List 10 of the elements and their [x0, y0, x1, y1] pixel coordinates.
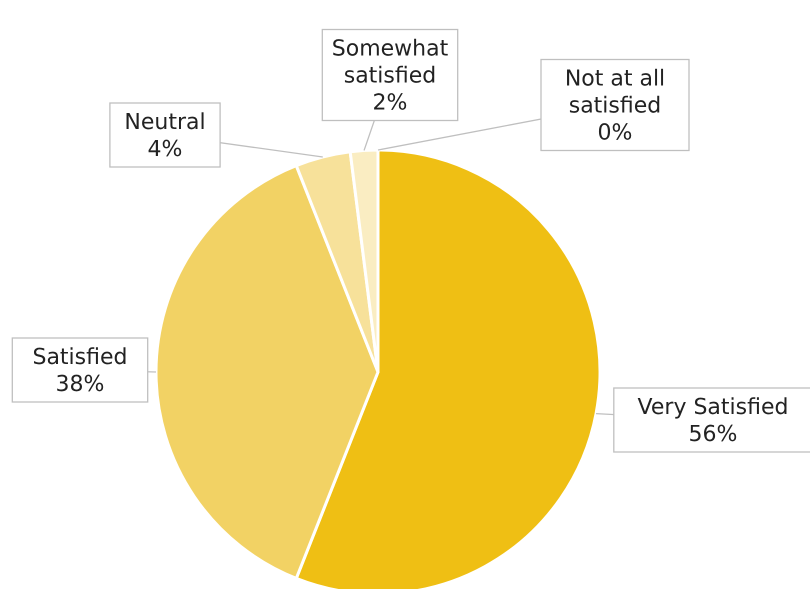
slice-label: Neutral	[124, 110, 206, 135]
text: 0%	[598, 120, 632, 146]
data-label: 56%	[688, 422, 738, 447]
slice-label: Satisfied	[32, 345, 128, 370]
slice-label: Somewhat satisfied	[332, 36, 449, 88]
data-label: 2%	[372, 90, 408, 116]
data-label: 4%	[148, 137, 182, 162]
data-label: 38%	[56, 372, 104, 397]
slice-label: Very Satisfied	[638, 395, 788, 420]
category-label: Not at all satisfied	[564, 66, 666, 118]
